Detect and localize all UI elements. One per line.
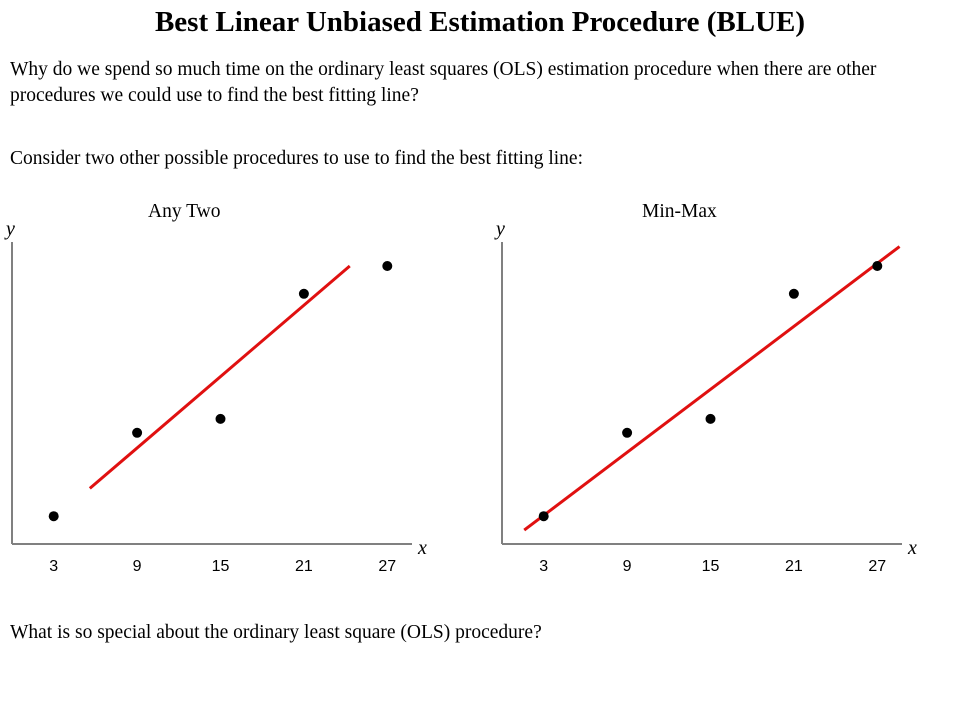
x-tick-label: 3 [49,558,58,575]
chart-title-min-max: Min-Max [642,201,717,222]
x-tick-label: 3 [539,558,548,575]
closing-question: What is so special about the ordinary le… [10,622,542,643]
x-tick-label: 27 [868,558,886,575]
chart-any-two: y x 3 9 15 21 27 [4,218,427,575]
chart-title-any-two: Any Two [148,201,221,222]
data-point [872,261,883,271]
x-tick-label: 9 [133,558,142,575]
x-tick-label: 21 [295,558,313,575]
fit-line [88,264,351,490]
data-point [382,261,393,271]
data-point [48,511,59,522]
chart-min-max: y x 3 9 15 21 27 [494,218,917,575]
data-point [622,427,633,438]
data-point [788,288,799,299]
x-tick-label: 15 [212,558,230,575]
page-title: Best Linear Unbiased Estimation Procedur… [154,6,806,38]
data-point [215,413,226,424]
consider-text: Consider two other possible procedures t… [10,148,583,169]
x-axis-label: x [907,537,917,559]
y-axis-label: y [494,218,505,240]
data-point [298,288,309,299]
fit-line [523,245,901,532]
x-tick-label: 15 [702,558,720,575]
y-axis-label: y [4,218,15,240]
data-point [538,511,549,522]
x-tick-label: 9 [623,558,632,575]
x-axis-label: x [417,537,427,559]
data-point [132,427,143,438]
intro-question: Why do we spend so much time on the ordi… [10,59,877,106]
x-tick-label: 27 [378,558,396,575]
x-tick-label: 21 [785,558,803,575]
data-point [705,413,716,424]
